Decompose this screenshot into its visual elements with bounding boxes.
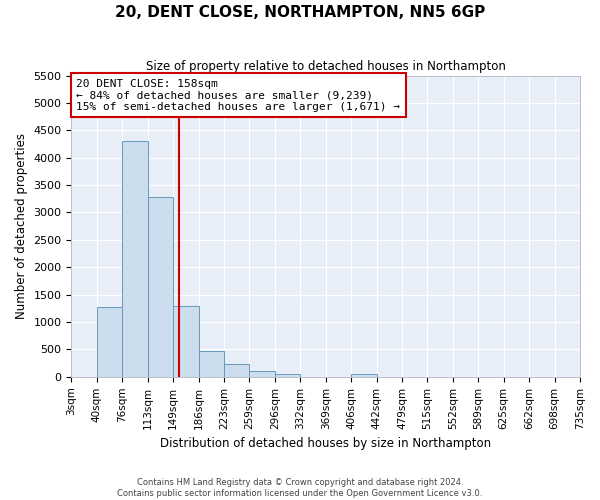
Bar <box>122 142 148 377</box>
Bar <box>148 197 173 377</box>
Bar <box>173 306 199 377</box>
Bar <box>97 308 122 377</box>
Bar <box>199 350 224 377</box>
Bar <box>275 374 300 377</box>
Text: 20 DENT CLOSE: 158sqm
← 84% of detached houses are smaller (9,239)
15% of semi-d: 20 DENT CLOSE: 158sqm ← 84% of detached … <box>76 78 400 112</box>
Y-axis label: Number of detached properties: Number of detached properties <box>15 133 28 319</box>
Bar <box>351 374 377 377</box>
X-axis label: Distribution of detached houses by size in Northampton: Distribution of detached houses by size … <box>160 437 491 450</box>
Bar <box>250 372 275 377</box>
Title: Size of property relative to detached houses in Northampton: Size of property relative to detached ho… <box>146 60 506 73</box>
Bar <box>224 364 250 377</box>
Text: 20, DENT CLOSE, NORTHAMPTON, NN5 6GP: 20, DENT CLOSE, NORTHAMPTON, NN5 6GP <box>115 5 485 20</box>
Text: Contains HM Land Registry data © Crown copyright and database right 2024.
Contai: Contains HM Land Registry data © Crown c… <box>118 478 482 498</box>
